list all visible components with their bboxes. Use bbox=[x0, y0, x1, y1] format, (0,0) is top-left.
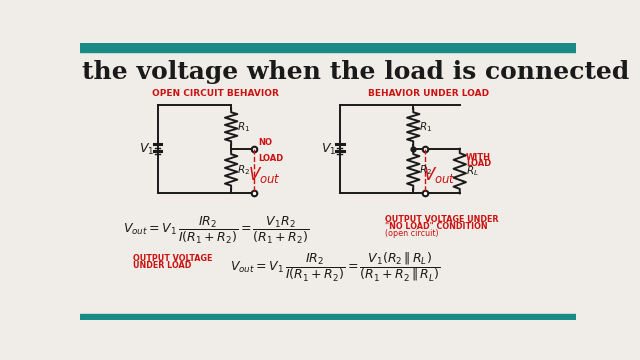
Text: (open circuit): (open circuit) bbox=[385, 229, 438, 238]
Text: WITH: WITH bbox=[466, 153, 491, 162]
Text: OUTPUT VOLTAGE UNDER: OUTPUT VOLTAGE UNDER bbox=[385, 215, 498, 224]
Text: $V_1$: $V_1$ bbox=[139, 141, 154, 157]
Text: UNDER LOAD: UNDER LOAD bbox=[132, 261, 191, 270]
Text: OUTPUT VOLTAGE: OUTPUT VOLTAGE bbox=[132, 254, 212, 263]
Text: $\mathit{V}_{out}$: $\mathit{V}_{out}$ bbox=[422, 165, 455, 185]
Text: $R_2$: $R_2$ bbox=[419, 163, 433, 177]
Bar bbox=[80, 43, 576, 53]
Text: $V_{out} = V_1\,\dfrac{IR_2}{I(R_1+R_2)} = \dfrac{V_1(R_2\,\|\,R_L)}{(R_1+R_2\,\: $V_{out} = V_1\,\dfrac{IR_2}{I(R_1+R_2)}… bbox=[230, 250, 440, 283]
Text: LOAD: LOAD bbox=[259, 154, 284, 163]
Text: $V_1$: $V_1$ bbox=[321, 141, 337, 157]
Text: $V_{out} = V_1\,\dfrac{IR_2}{I(R_1+R_2)} = \dfrac{V_1R_2}{(R_1+R_2)}$: $V_{out} = V_1\,\dfrac{IR_2}{I(R_1+R_2)}… bbox=[123, 215, 309, 246]
Text: the voltage when the load is connected: the voltage when the load is connected bbox=[81, 60, 628, 85]
Text: NO: NO bbox=[259, 138, 272, 147]
Bar bbox=[80, 314, 576, 320]
Text: BEHAVIOR UNDER LOAD: BEHAVIOR UNDER LOAD bbox=[368, 89, 490, 98]
Text: LOAD: LOAD bbox=[466, 159, 492, 168]
Text: $R_1$: $R_1$ bbox=[237, 120, 250, 134]
Text: OPEN CIRCUIT BEHAVIOR: OPEN CIRCUIT BEHAVIOR bbox=[152, 89, 279, 98]
Text: "NO LOAD" CONDITION: "NO LOAD" CONDITION bbox=[385, 222, 487, 231]
Text: $R_1$: $R_1$ bbox=[419, 120, 433, 134]
Text: $R_2$: $R_2$ bbox=[237, 163, 250, 177]
Text: $\mathit{V}_{out}$: $\mathit{V}_{out}$ bbox=[248, 165, 281, 185]
Text: $R_L$: $R_L$ bbox=[466, 164, 479, 178]
